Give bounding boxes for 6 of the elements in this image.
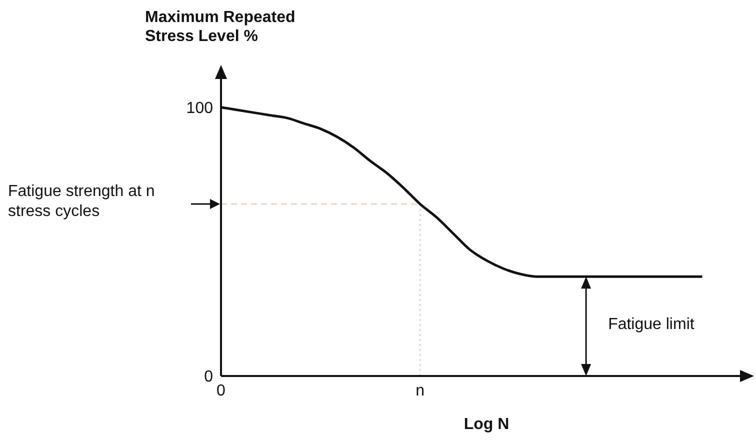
x-axis-title: Log N xyxy=(462,416,510,434)
annotation: Fatigue limit xyxy=(608,316,694,334)
y-axis-title: Maximum Repeated Stress Level % xyxy=(145,8,296,46)
text: Fatigue strength at n stress cycles xyxy=(8,182,156,222)
y-tick-label: 100 xyxy=(186,100,214,117)
x-tick-label: n xyxy=(416,382,425,400)
